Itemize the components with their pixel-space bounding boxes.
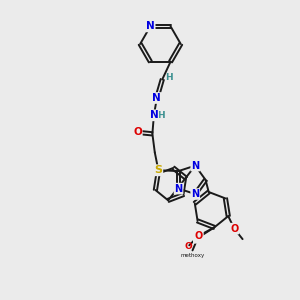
Text: S: S — [154, 165, 162, 175]
Text: N: N — [175, 184, 183, 194]
Text: O: O — [195, 231, 203, 241]
Text: H: H — [158, 111, 165, 120]
Text: N: N — [146, 21, 155, 32]
Text: O: O — [194, 233, 202, 243]
Text: N: N — [149, 110, 158, 120]
Text: methoxy: methoxy — [180, 253, 205, 258]
Text: N: N — [191, 189, 199, 199]
Text: O: O — [184, 242, 192, 251]
Text: N: N — [191, 160, 199, 171]
Text: O: O — [230, 224, 238, 234]
Text: H: H — [165, 73, 172, 82]
Text: N: N — [152, 93, 161, 103]
Text: O: O — [133, 127, 142, 137]
